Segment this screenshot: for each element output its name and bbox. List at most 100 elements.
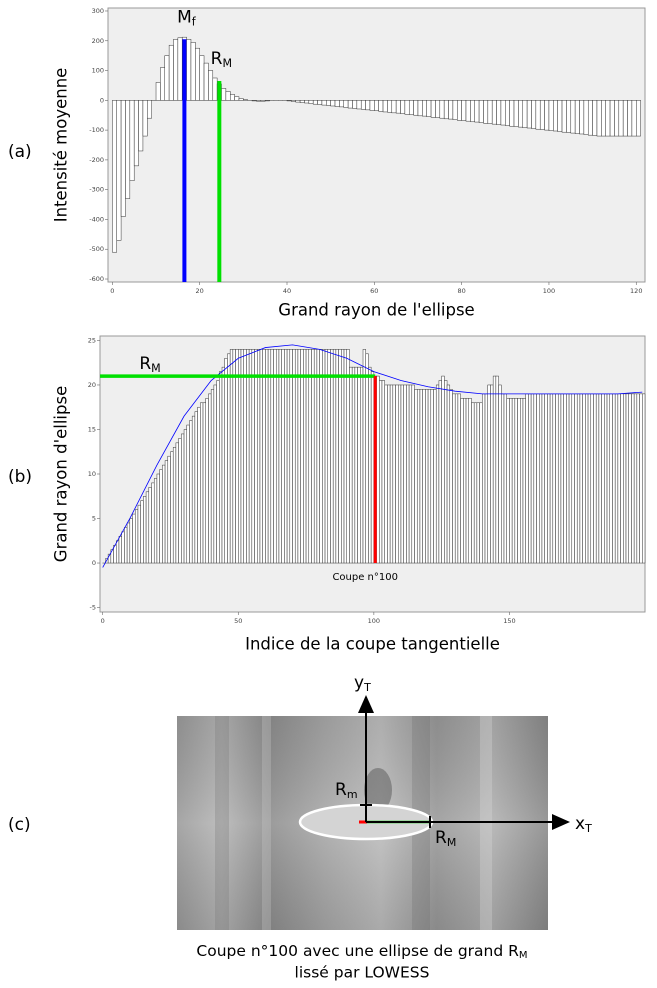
- bar: [265, 349, 269, 564]
- bar: [203, 62, 209, 101]
- bar: [147, 100, 152, 119]
- bar: [143, 496, 147, 564]
- bar: [343, 349, 347, 564]
- bar: [286, 100, 292, 102]
- bar: [132, 513, 136, 564]
- bar: [125, 100, 131, 199]
- bar: [414, 389, 418, 564]
- bar: [568, 393, 573, 564]
- bar: [395, 100, 401, 114]
- bar: [587, 393, 592, 564]
- bar: [426, 100, 432, 117]
- bar: [205, 398, 209, 564]
- subscript: M: [447, 836, 457, 849]
- bar: [140, 500, 144, 564]
- bar: [312, 100, 318, 105]
- x-axis-label: Indice de la coupe tangentielle: [245, 635, 500, 654]
- bar: [614, 100, 620, 137]
- bar: [278, 349, 282, 564]
- bar: [614, 393, 619, 564]
- bar: [238, 349, 242, 564]
- bar: [560, 393, 564, 564]
- y-tick-label: -200: [89, 156, 104, 164]
- bar: [295, 100, 301, 103]
- bar: [561, 100, 567, 133]
- bar: [254, 349, 258, 564]
- bar: [473, 402, 478, 564]
- bar: [544, 100, 550, 131]
- bar: [225, 91, 231, 101]
- label: y: [354, 673, 364, 693]
- bar: [620, 393, 624, 564]
- x-tick-label: 120: [630, 287, 642, 295]
- bar: [202, 402, 206, 564]
- bar: [124, 527, 128, 564]
- bar: [186, 39, 192, 101]
- bar: [370, 371, 375, 564]
- subscript: f: [192, 15, 197, 28]
- bar: [541, 393, 545, 564]
- bar: [585, 393, 589, 564]
- bar: [454, 393, 459, 564]
- subscript: M: [151, 362, 161, 375]
- bar: [299, 100, 305, 103]
- label: M: [177, 7, 192, 27]
- bar: [262, 349, 266, 564]
- bar: [362, 349, 366, 564]
- bar: [583, 100, 589, 135]
- bar: [500, 100, 506, 126]
- bar: [496, 100, 502, 125]
- bar: [335, 349, 339, 564]
- bar: [398, 384, 402, 564]
- bar: [199, 55, 205, 101]
- bar: [281, 349, 285, 564]
- label: x: [575, 814, 585, 834]
- y-tick-label: -300: [89, 186, 104, 194]
- bar: [563, 393, 567, 564]
- bar: [528, 393, 532, 564]
- bar: [530, 393, 535, 564]
- bar: [403, 384, 407, 564]
- bar: [622, 100, 628, 137]
- bar: [461, 100, 467, 121]
- bar: [509, 100, 515, 127]
- bar: [229, 349, 234, 564]
- bar: [251, 349, 255, 564]
- bar: [181, 433, 185, 564]
- bar: [463, 398, 467, 564]
- y-tick-label: -500: [89, 245, 104, 253]
- bar: [177, 37, 183, 101]
- bar: [112, 100, 117, 253]
- bar: [633, 393, 638, 564]
- bar: [487, 100, 493, 124]
- bar: [349, 366, 353, 564]
- bar: [365, 353, 369, 564]
- bar: [590, 393, 594, 564]
- bar: [235, 349, 239, 564]
- bar: [138, 100, 144, 152]
- bar: [443, 100, 449, 120]
- label: R: [435, 828, 447, 848]
- y-tick-label: 5: [92, 515, 96, 523]
- bar: [596, 100, 602, 137]
- hline-label: RM: [139, 354, 160, 375]
- bar: [248, 349, 253, 564]
- bar: [444, 380, 448, 564]
- bar: [628, 393, 632, 564]
- bar: [595, 393, 600, 564]
- bar: [487, 384, 491, 564]
- y-axis-label: Grand rayon d'ellipse: [52, 386, 71, 562]
- bar: [605, 100, 611, 137]
- bar: [321, 100, 327, 106]
- bar: [294, 349, 299, 564]
- major-label: RM: [435, 828, 456, 849]
- bar: [159, 469, 163, 564]
- bar: [642, 393, 646, 564]
- bar: [168, 44, 174, 101]
- bar: [308, 349, 312, 564]
- bar: [256, 100, 262, 102]
- bar: [352, 100, 358, 109]
- bar: [446, 384, 451, 564]
- x-axis-label: Grand rayon de l'ellipse: [278, 301, 474, 320]
